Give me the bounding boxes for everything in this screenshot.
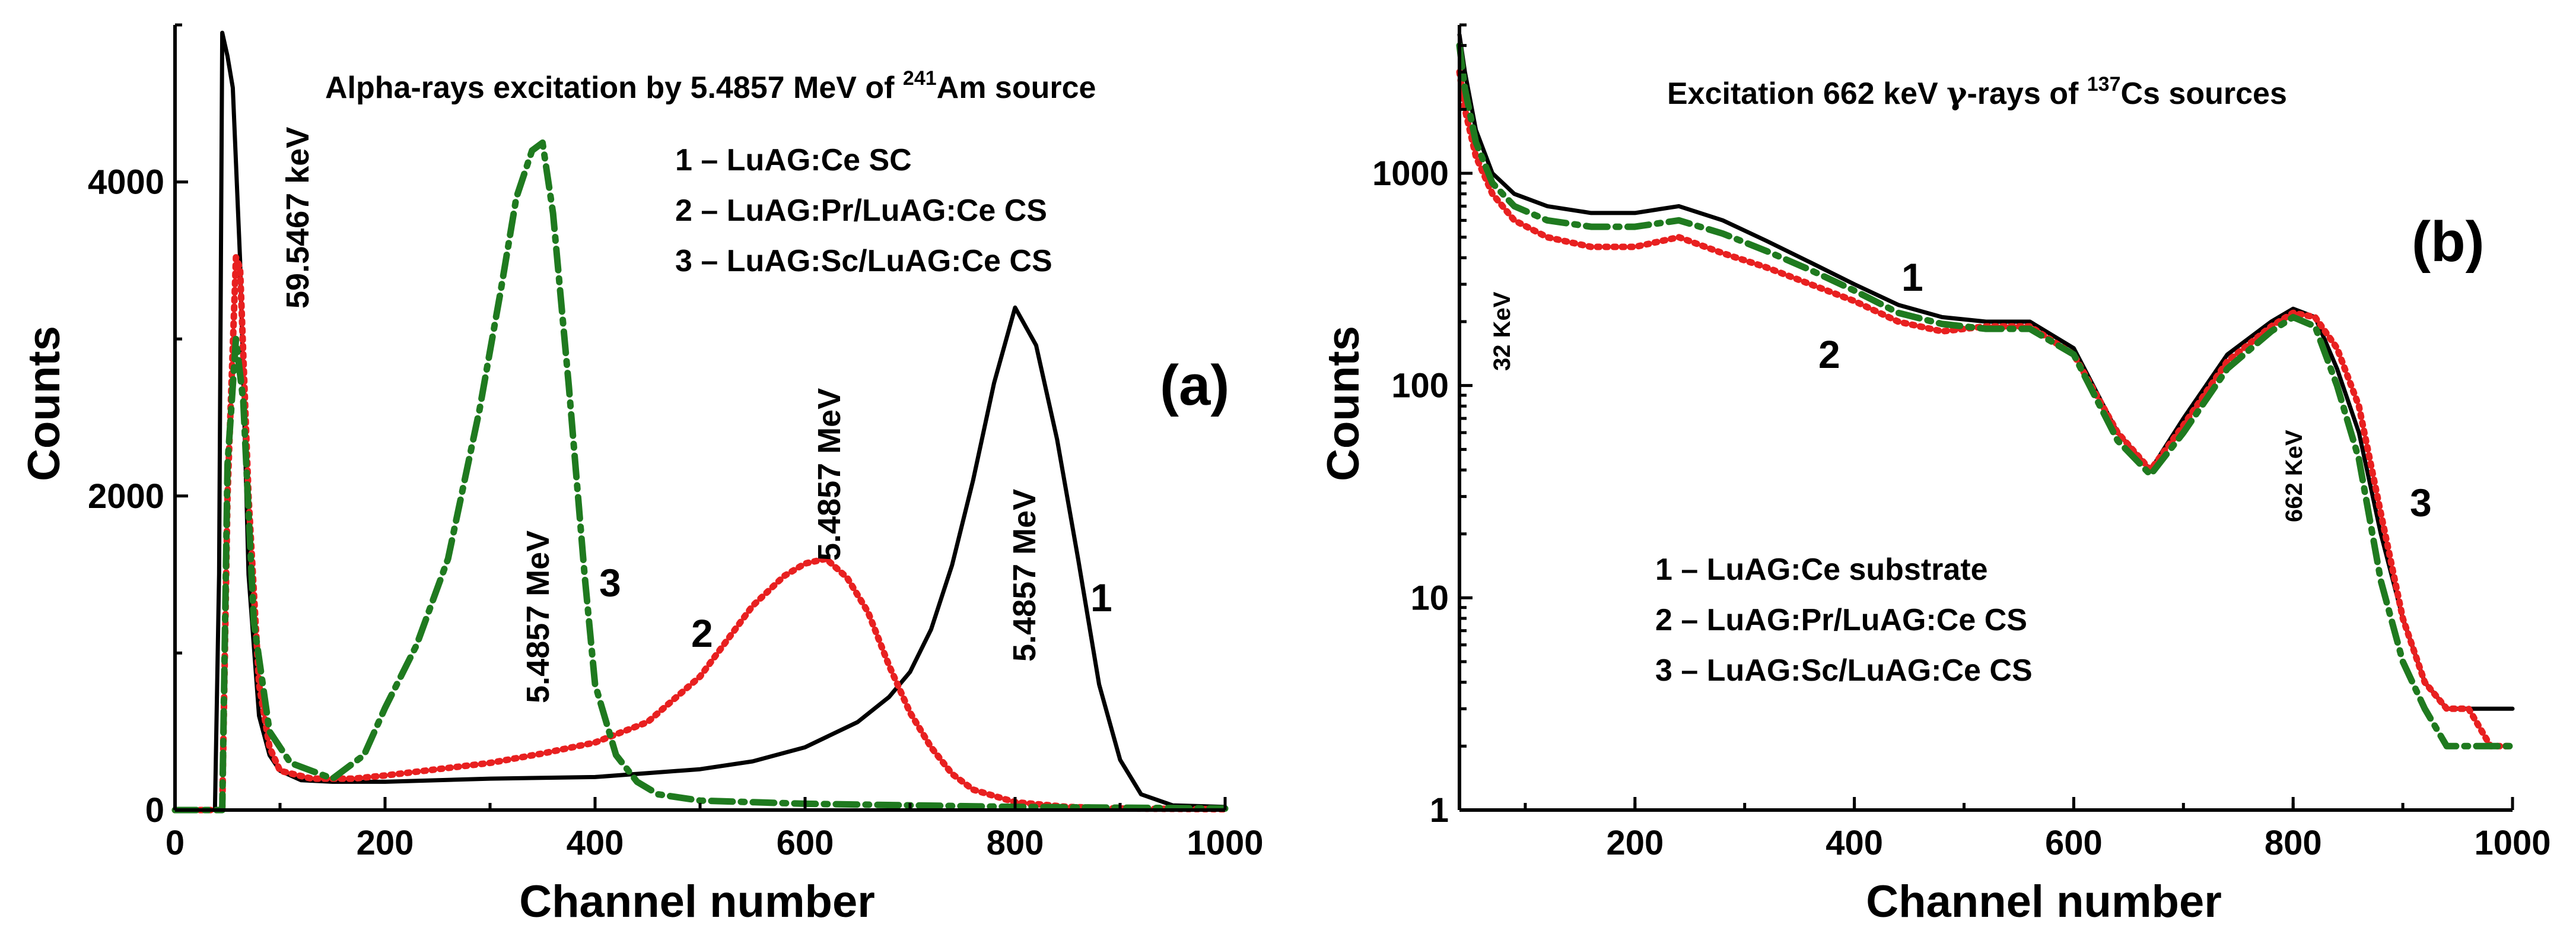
panel-b-y-tick-label: 1000 [1372, 154, 1449, 193]
panel-b-chart: 200 400 600 800 1000 1 10 100 1000 Excitation 66… [1318, 23, 2551, 927]
panel-b-y-axis-title: Counts [1318, 326, 1369, 481]
panel-a-series-1-line [173, 30, 1227, 812]
panel-a-x-tick-label: 1000 [1187, 824, 1263, 862]
panel-a-annotation-peak-1: 5.4857 MeV [1007, 489, 1042, 662]
panel-a-y-axis-title: Counts [19, 326, 69, 481]
panel-a-chart: 0 200 400 600 800 1000 0 2000 4000 Alpha-rays ex… [19, 23, 1264, 927]
panel-a-label: (a) [1160, 354, 1229, 417]
panel-b-series-group [1456, 32, 2516, 750]
panel-b-x-tick-label: 200 [1606, 824, 1664, 862]
panel-b-curve-label-3: 3 [2410, 481, 2432, 525]
panel-b-x-tick-label: 400 [1826, 824, 1883, 862]
panel-a-axes: 0 200 400 600 800 1000 0 2000 4000 [88, 23, 1264, 862]
panel-a-legend-item-3: 3 – LuAG:Sc/LuAG:Ce CS [675, 244, 1052, 278]
panel-b-label: (b) [2412, 210, 2485, 274]
panel-a-title: Alpha-rays excitation by 5.4857 MeV of 2… [325, 67, 1096, 105]
panel-a-curve-label-1: 1 [1090, 576, 1112, 620]
panel-a-annotation-59keV: 59.5467 keV [280, 127, 316, 309]
panel-a-y-tick-label: 4000 [88, 163, 164, 202]
panel-a-x-axis-title: Channel number [519, 877, 875, 927]
panel-a-x-tick-label: 400 [567, 824, 624, 862]
panel-b-y-tick-label: 1 [1430, 791, 1449, 830]
panel-a-x-tick-label: 0 [166, 824, 185, 862]
panel-a-series-2-line [171, 254, 1229, 814]
panel-a-y-tick-label: 0 [145, 791, 164, 830]
panel-b-series-2-line [1456, 68, 2516, 750]
panel-b-x-tick-label: 1000 [2474, 824, 2550, 862]
panel-a-legend-item-1: 1 – LuAG:Ce SC [675, 143, 912, 177]
panel-b-legend-item-3: 3 – LuAG:Sc/LuAG:Ce CS [1655, 653, 2033, 688]
panel-b-series-3-line [1456, 42, 2516, 750]
panel-a-annotation-peak-2: 5.4857 MeV [812, 388, 847, 561]
panel-b-x-axis-title: Channel number [1866, 877, 2222, 927]
panel-a-curve-label-3: 3 [599, 561, 621, 605]
panel-a-x-tick-label: 800 [987, 824, 1044, 862]
panel-b-legend-item-1: 1 – LuAG:Ce substrate [1655, 552, 1988, 587]
panel-b-y-tick-label: 10 [1410, 579, 1449, 617]
panel-b-curve-label-2: 2 [1818, 332, 1840, 376]
panel-a-series-group [171, 30, 1229, 814]
panel-a-legend-item-2: 2 – LuAG:Pr/LuAG:Ce CS [675, 193, 1047, 228]
panel-b-x-tick-label: 800 [2265, 824, 2322, 862]
panel-b-x-tick-label: 600 [2045, 824, 2103, 862]
panel-b-legend-item-2: 2 – LuAG:Pr/LuAG:Ce CS [1655, 603, 2027, 637]
panel-a-x-tick-label: 600 [777, 824, 834, 862]
panel-b-curve-label-1: 1 [1901, 255, 1923, 299]
panel-b-y-tick-label: 100 [1391, 367, 1449, 405]
panel-a-y-tick-label: 2000 [88, 477, 164, 516]
panel-b-annotation-32keV: 32 KeV [1489, 291, 1515, 371]
panel-a-x-tick-label: 200 [357, 824, 414, 862]
panel-b-annotation-662keV: 662 KeV [2281, 430, 2307, 522]
panel-b-title: Excitation 662 keV γ-rays of 137Cs sourc… [1667, 73, 2287, 112]
panel-b-axes: 200 400 600 800 1000 1 10 100 1000 [1372, 23, 2551, 862]
panel-a-series-3-line [171, 139, 1229, 814]
panel-a-annotation-peak-3: 5.4857 MeV [520, 531, 556, 703]
panel-a-curve-label-2: 2 [691, 611, 713, 655]
